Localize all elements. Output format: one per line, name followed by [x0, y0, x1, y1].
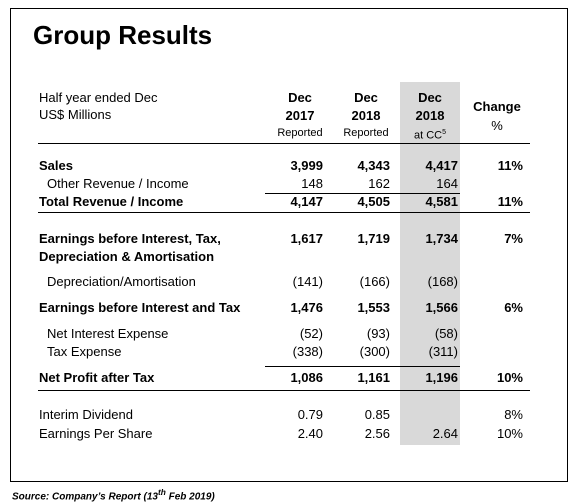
row-label: Other Revenue / Income	[47, 176, 189, 191]
cell: (58)	[434, 326, 458, 341]
cell: 1,161	[357, 370, 390, 385]
row-label: Depreciation & Amortisation	[39, 249, 215, 264]
cell: 11%	[497, 194, 523, 209]
row-label: Earnings before Interest, Tax,	[39, 231, 221, 246]
column-header: Dec	[354, 90, 378, 105]
rule	[265, 193, 460, 194]
header-label: US$ Millions	[39, 107, 112, 122]
source: Source: Company’s Report (13th Feb 2019)	[12, 487, 215, 502]
cell: 10%	[496, 426, 523, 441]
row-label: Net Interest Expense	[47, 326, 169, 341]
cell: 162	[368, 176, 390, 191]
column-header: %	[491, 118, 503, 133]
column-header: 2018	[351, 108, 381, 123]
source-text: Feb 2019)	[165, 491, 215, 503]
cell: 148	[301, 176, 323, 191]
cell: 1,553	[357, 300, 390, 315]
cell: 4,417	[425, 158, 458, 173]
cell: 1,566	[425, 300, 458, 315]
cell: 2.64	[432, 426, 458, 441]
cell: (338)	[292, 344, 323, 359]
row-label: Depreciation/Amortisation	[47, 274, 196, 289]
row-label: Earnings Per Share	[39, 426, 153, 441]
cell: 4,581	[425, 194, 458, 209]
cell: (166)	[359, 274, 390, 289]
header-label: Half year ended Dec	[39, 90, 158, 105]
column-header-sup: 5	[442, 129, 447, 136]
rule	[38, 390, 530, 391]
cell: 4,343	[357, 158, 390, 173]
rule	[38, 212, 530, 213]
cell: 4,147	[290, 194, 323, 209]
source-sup: th	[157, 487, 166, 497]
cell: 2.56	[364, 426, 390, 441]
cell: 1,086	[290, 370, 323, 385]
column-header: Dec	[418, 90, 442, 105]
cell: 8%	[504, 407, 523, 422]
cell: 1,719	[357, 231, 390, 246]
cell: 2.40	[297, 426, 323, 441]
source-text: Source: Company’s Report (13	[12, 491, 158, 503]
row-label: Interim Dividend	[39, 407, 133, 422]
cell: 3,999	[290, 158, 323, 173]
cell: 0.85	[364, 407, 390, 422]
cell: 11%	[497, 158, 523, 173]
frame	[10, 8, 568, 482]
cell: (52)	[299, 326, 323, 341]
cell: (93)	[366, 326, 390, 341]
cell: 1,196	[425, 370, 458, 385]
cell: 1,617	[290, 231, 323, 246]
rule	[38, 143, 530, 144]
row-label: Earnings before Interest and Tax	[39, 300, 241, 315]
column-header: Change	[473, 99, 521, 114]
cell: (141)	[292, 274, 323, 289]
cell: 10%	[496, 370, 523, 385]
cell: 6%	[504, 300, 523, 315]
column-header: Reported	[277, 127, 323, 139]
column-header: Dec	[288, 90, 312, 105]
row-label: Total Revenue / Income	[39, 194, 184, 209]
rule	[265, 366, 460, 367]
title: Group Results	[33, 20, 213, 50]
cell: (168)	[427, 274, 458, 289]
row-label: Tax Expense	[47, 344, 122, 359]
row-label: Net Profit after Tax	[39, 370, 155, 385]
cell: 1,734	[425, 231, 458, 246]
cc-column-shade	[400, 82, 460, 445]
cell: (311)	[428, 344, 458, 359]
column-header: at CC5	[413, 129, 447, 142]
column-header: 2017	[285, 108, 315, 123]
cell: 7%	[504, 231, 523, 246]
row-label: Sales	[39, 158, 73, 173]
cell: 164	[436, 176, 458, 191]
column-header: 2018	[415, 108, 445, 123]
cell: 4,505	[357, 194, 390, 209]
column-header: Reported	[343, 127, 389, 139]
cell: 0.79	[297, 407, 323, 422]
cell: (300)	[359, 344, 390, 359]
cell: 1,476	[290, 300, 323, 315]
